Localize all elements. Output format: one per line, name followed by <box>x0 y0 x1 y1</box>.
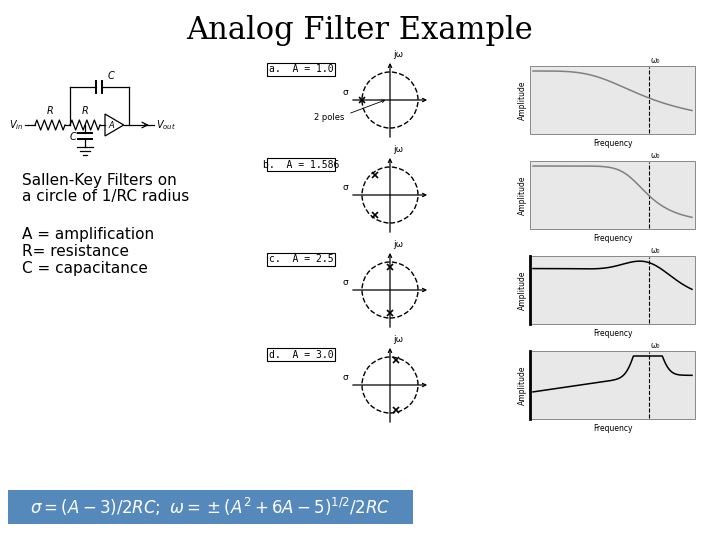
Text: a.  A = 1.0: a. A = 1.0 <box>269 64 333 75</box>
Bar <box>8 490 413 524</box>
Text: Sallen-Key Filters on: Sallen-Key Filters on <box>22 172 176 187</box>
Text: σ: σ <box>342 278 348 287</box>
Text: Frequency: Frequency <box>593 424 632 433</box>
Text: ω₀: ω₀ <box>651 341 660 350</box>
Text: $V_{in}$: $V_{in}$ <box>9 118 23 132</box>
Text: 2 poles: 2 poles <box>314 113 344 123</box>
Text: Analog Filter Example: Analog Filter Example <box>186 15 534 45</box>
Text: $V_{out}$: $V_{out}$ <box>156 118 176 132</box>
Text: σ: σ <box>342 373 348 382</box>
Bar <box>530 256 695 324</box>
Text: Frequency: Frequency <box>593 139 632 148</box>
Bar <box>530 351 695 419</box>
Text: ω₀: ω₀ <box>651 151 660 160</box>
Bar <box>530 161 695 229</box>
Text: jω: jω <box>393 50 403 59</box>
Text: $\sigma=(A-3)/2RC;\ \omega=\pm(A^2+6A-5)^{1/2}/2RC$: $\sigma=(A-3)/2RC;\ \omega=\pm(A^2+6A-5)… <box>30 496 391 518</box>
Text: b.  A = 1.586: b. A = 1.586 <box>263 159 339 170</box>
Text: σ: σ <box>342 88 348 97</box>
Text: Amplitude: Amplitude <box>518 176 527 215</box>
Text: R= resistance: R= resistance <box>22 245 129 260</box>
Text: Amplitude: Amplitude <box>518 80 527 120</box>
Text: d.  A = 3.0: d. A = 3.0 <box>269 349 333 360</box>
Text: A = amplification: A = amplification <box>22 227 154 242</box>
Text: C: C <box>107 71 114 81</box>
Bar <box>267 158 335 171</box>
Text: ω₀: ω₀ <box>651 246 660 255</box>
Text: jω: jω <box>393 145 403 154</box>
Text: jω: jω <box>393 240 403 249</box>
Bar <box>530 66 695 134</box>
Text: ω₀: ω₀ <box>651 56 660 65</box>
Bar <box>267 63 335 76</box>
Text: jω: jω <box>393 335 403 344</box>
Text: C = capacitance: C = capacitance <box>22 261 148 276</box>
Text: Frequency: Frequency <box>593 329 632 338</box>
Text: σ: σ <box>342 183 348 192</box>
Text: Amplitude: Amplitude <box>518 365 527 405</box>
Text: C: C <box>69 132 76 142</box>
Text: R: R <box>47 106 53 116</box>
Bar <box>8 490 413 524</box>
Text: A: A <box>109 120 114 130</box>
Text: c.  A = 2.5: c. A = 2.5 <box>269 254 333 265</box>
Bar <box>267 348 335 361</box>
Text: R: R <box>81 106 89 116</box>
Text: Amplitude: Amplitude <box>518 270 527 310</box>
Text: Frequency: Frequency <box>593 234 632 243</box>
Text: $\sigma=(A-3)/2RC;\ \omega=\pm(A^2+6A-5)^{1/2}/2RC$: $\sigma=(A-3)/2RC;\ \omega=\pm(A^2+6A-5)… <box>30 496 391 518</box>
Text: a circle of 1/RC radius: a circle of 1/RC radius <box>22 190 189 205</box>
Bar <box>267 253 335 266</box>
